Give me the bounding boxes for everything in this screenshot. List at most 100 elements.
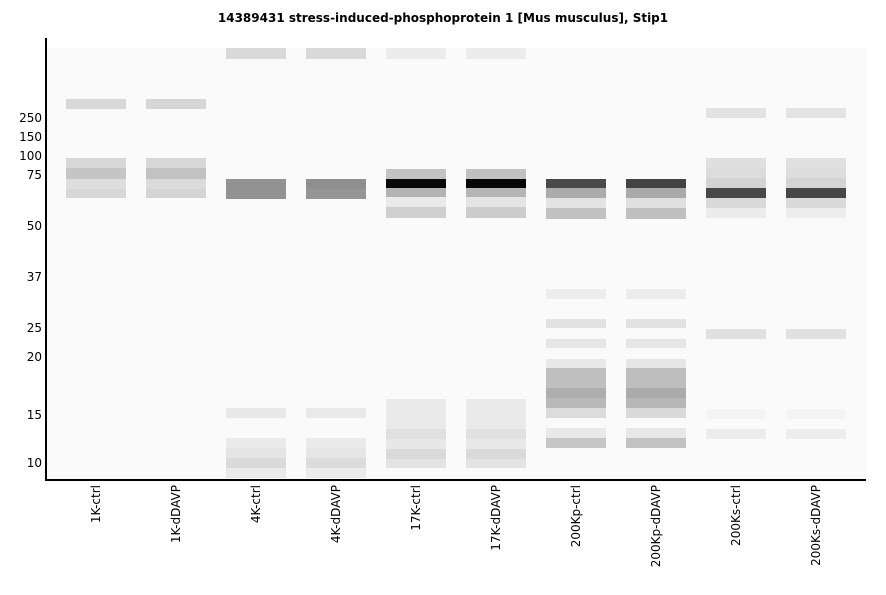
gel-band — [706, 188, 766, 198]
gel-band — [626, 408, 686, 418]
gel-band — [626, 188, 686, 198]
gel-band — [226, 48, 286, 59]
y-tick-label-150: 150 — [19, 130, 42, 144]
gel-band — [386, 439, 446, 449]
x-tick-label-200Ks-dDAVP: 200Ks-dDAVP — [809, 485, 823, 566]
gel-band — [546, 428, 606, 438]
gel-band — [626, 398, 686, 408]
gel-band — [626, 428, 686, 438]
gel-band — [466, 439, 526, 449]
gel-band — [546, 408, 606, 418]
gel-band — [706, 168, 766, 178]
gel-band — [466, 207, 526, 218]
gel-band — [546, 398, 606, 408]
gel-band — [306, 48, 366, 59]
gel-band — [306, 448, 366, 458]
gel-band — [466, 449, 526, 459]
gel-band — [386, 48, 446, 59]
gel-band — [386, 399, 446, 429]
y-tick-label-10: 10 — [26, 456, 42, 470]
gel-band — [386, 449, 446, 459]
gel-band — [626, 289, 686, 299]
gel-band — [226, 408, 286, 418]
gel-band — [146, 99, 206, 109]
gel-band — [706, 158, 766, 168]
gel-band — [706, 108, 766, 118]
gel-band — [626, 319, 686, 328]
gel-band — [786, 198, 846, 208]
gel-band — [466, 188, 526, 197]
gel-band — [786, 208, 846, 218]
gel-band — [226, 438, 286, 448]
gel-band — [706, 198, 766, 208]
gel-band — [786, 409, 846, 419]
gel-band — [306, 179, 366, 189]
gel-band — [226, 448, 286, 458]
y-tick-label-15: 15 — [26, 408, 42, 422]
y-tick-label-75: 75 — [26, 168, 42, 182]
gel-plot-area — [47, 48, 866, 479]
gel-band — [546, 388, 606, 398]
gel-band — [546, 198, 606, 208]
gel-band — [146, 179, 206, 189]
gel-band — [626, 359, 686, 368]
gel-band — [546, 289, 606, 299]
gel-band — [466, 48, 526, 59]
gel-band — [66, 179, 126, 189]
y-tick-label-25: 25 — [26, 321, 42, 335]
gel-band — [66, 99, 126, 109]
gel-band — [386, 429, 446, 439]
gel-band — [146, 168, 206, 179]
gel-band — [626, 388, 686, 398]
gel-band — [306, 468, 366, 478]
gel-band — [786, 329, 846, 339]
gel-band — [546, 339, 606, 348]
gel-band — [306, 458, 366, 468]
gel-band — [466, 459, 526, 468]
gel-band — [466, 179, 526, 188]
gel-band — [546, 368, 606, 388]
y-tick-label-20: 20 — [26, 350, 42, 364]
gel-band — [386, 207, 446, 218]
gel-band — [306, 189, 366, 199]
x-tick-label-1K-dDAVP: 1K-dDAVP — [169, 485, 183, 544]
x-tick-label-17K-ctrl: 17K-ctrl — [409, 485, 423, 531]
gel-band — [786, 178, 846, 188]
y-tick-label-250: 250 — [19, 111, 42, 125]
y-tick-label-50: 50 — [26, 219, 42, 233]
gel-band — [706, 208, 766, 218]
y-axis-spine — [45, 38, 47, 481]
gel-band — [146, 189, 206, 198]
gel-band — [546, 319, 606, 328]
gel-band — [66, 189, 126, 198]
gel-band — [786, 108, 846, 118]
gel-band — [66, 158, 126, 168]
gel-band — [546, 438, 606, 448]
gel-band — [786, 168, 846, 178]
gel-band — [786, 429, 846, 439]
gel-band — [466, 429, 526, 439]
gel-band — [226, 468, 286, 478]
x-tick-label-4K-ctrl: 4K-ctrl — [249, 485, 263, 524]
gel-band — [226, 458, 286, 468]
gel-band — [306, 408, 366, 418]
x-axis-spine — [45, 479, 866, 481]
gel-band — [626, 368, 686, 388]
gel-band — [626, 208, 686, 219]
gel-band — [306, 438, 366, 448]
gel-band — [626, 179, 686, 188]
gel-band — [786, 188, 846, 198]
gel-band — [66, 168, 126, 179]
gel-band — [386, 179, 446, 188]
x-tick-label-1K-ctrl: 1K-ctrl — [89, 485, 103, 524]
gel-band — [466, 399, 526, 429]
gel-band — [466, 197, 526, 207]
y-tick-label-100: 100 — [19, 149, 42, 163]
x-tick-label-200Ks-ctrl: 200Ks-ctrl — [729, 485, 743, 546]
gel-band — [466, 169, 526, 179]
gel-band — [386, 169, 446, 179]
gel-band — [626, 438, 686, 448]
gel-band — [546, 359, 606, 368]
gel-band — [706, 329, 766, 339]
